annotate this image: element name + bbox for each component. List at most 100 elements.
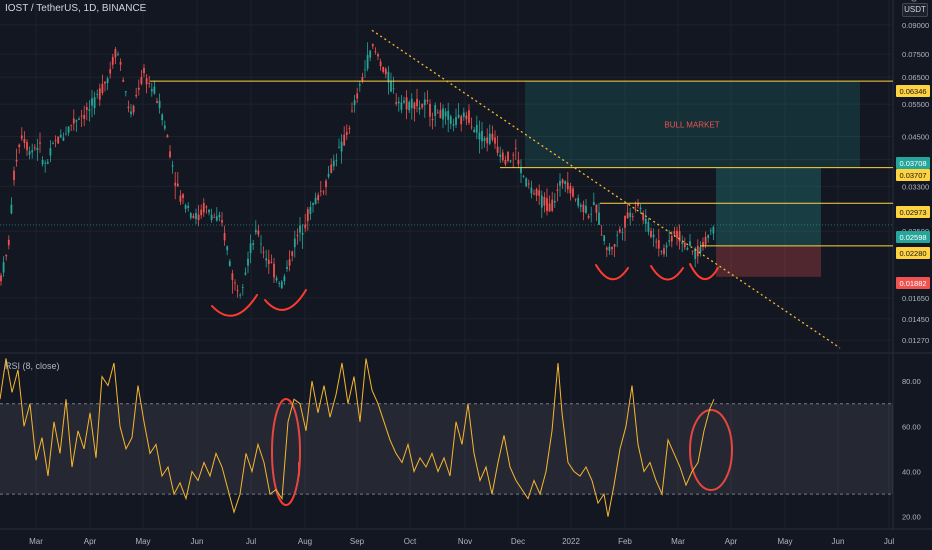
candle-body <box>252 243 255 245</box>
candle-body <box>514 148 517 149</box>
time-tick-label: Jul <box>884 537 894 546</box>
rsi-indicator-title[interactable]: RSI (8, close) <box>5 361 60 371</box>
candle-body <box>278 283 281 284</box>
candle-body <box>475 124 478 133</box>
candle-body <box>460 116 463 125</box>
candle-body <box>65 133 67 135</box>
candle-body <box>507 152 509 161</box>
candle-body <box>439 110 442 119</box>
candle-body <box>481 130 483 142</box>
candle-body <box>18 144 21 147</box>
candle-body <box>556 189 559 191</box>
candle-body <box>535 189 538 196</box>
candle-body <box>585 205 587 214</box>
price-tick-label: 0.01270 <box>902 336 929 345</box>
candle-body <box>299 225 301 233</box>
candle-body <box>117 54 119 56</box>
candle-body <box>400 102 403 110</box>
candle-body <box>387 71 390 83</box>
candle-body <box>364 69 366 71</box>
candle-body <box>358 84 361 86</box>
candle-body <box>392 88 395 90</box>
candle-body <box>80 115 83 117</box>
long-position-loss <box>716 245 821 277</box>
candle-body <box>390 81 392 92</box>
candle-body <box>449 116 452 124</box>
candle-body <box>371 44 374 47</box>
candle-body <box>304 224 307 229</box>
candle-body <box>33 147 36 149</box>
candle-body <box>10 204 13 214</box>
candle-body <box>494 137 496 144</box>
candle-body <box>403 100 405 103</box>
candle-body <box>491 133 494 140</box>
candle-body <box>572 188 574 197</box>
candle-body <box>283 276 286 282</box>
candle-body <box>655 241 658 243</box>
currency-badge[interactable]: USDT <box>902 3 928 17</box>
candle-body <box>83 114 86 119</box>
candle-body <box>600 234 603 236</box>
candle-body <box>2 262 5 273</box>
settings-icon[interactable]: ⚙ <box>907 0 921 6</box>
candle-body <box>111 57 114 65</box>
candle-body <box>611 247 613 250</box>
candle-body <box>416 98 418 107</box>
candle-body <box>312 203 314 205</box>
candle-body <box>665 245 668 248</box>
candle-body <box>228 261 231 267</box>
candle-body <box>442 108 444 120</box>
candle-body <box>652 234 655 238</box>
candle-body <box>543 197 546 206</box>
price-label-text: 0.06346 <box>899 87 926 96</box>
candle-body <box>189 213 192 218</box>
candle-body <box>41 160 44 165</box>
candle-body <box>650 230 652 238</box>
candle-body <box>501 152 504 161</box>
candle-body <box>197 214 200 220</box>
candle-body <box>465 115 468 120</box>
candle-body <box>616 234 619 236</box>
rsi-tick-label: 80.00 <box>902 377 921 386</box>
candle-body <box>462 112 465 117</box>
candle-body <box>488 133 491 144</box>
candle-body <box>322 191 325 193</box>
candle-body <box>223 233 226 241</box>
candle-body <box>231 273 234 280</box>
candle-body <box>327 173 330 177</box>
candle-body <box>143 68 145 74</box>
candle-body <box>608 246 611 251</box>
candle-body <box>673 231 676 235</box>
candle-body <box>423 99 426 106</box>
candle-body <box>592 202 595 205</box>
descending-trendline <box>371 29 841 349</box>
candle-body <box>150 89 153 92</box>
candle-body <box>210 214 213 220</box>
hand-drawn-arc <box>595 264 629 281</box>
candle-body <box>353 100 356 106</box>
price-label-box <box>896 277 930 289</box>
candle-body <box>275 277 278 281</box>
candle-body <box>384 68 387 75</box>
rsi-line <box>0 358 715 517</box>
rsi-tick-label: 40.00 <box>902 468 921 477</box>
candle-body <box>54 140 57 142</box>
candle-body <box>499 154 502 157</box>
candle-body <box>408 102 411 111</box>
candle-body <box>239 294 242 296</box>
candle-body <box>319 190 322 192</box>
candle-body <box>286 266 288 269</box>
price-label-box <box>896 169 930 181</box>
candle-body <box>187 205 190 208</box>
candle-body <box>559 180 561 186</box>
candle-body <box>356 93 359 99</box>
hand-drawn-arc <box>689 263 719 280</box>
lines-layer <box>0 29 893 349</box>
candle-body <box>689 241 691 246</box>
candle-body <box>644 218 647 224</box>
candle-body <box>621 232 624 233</box>
symbol-title[interactable]: IOST / TetherUS, 1D, BINANCE <box>5 3 147 14</box>
candle-body <box>707 235 710 238</box>
